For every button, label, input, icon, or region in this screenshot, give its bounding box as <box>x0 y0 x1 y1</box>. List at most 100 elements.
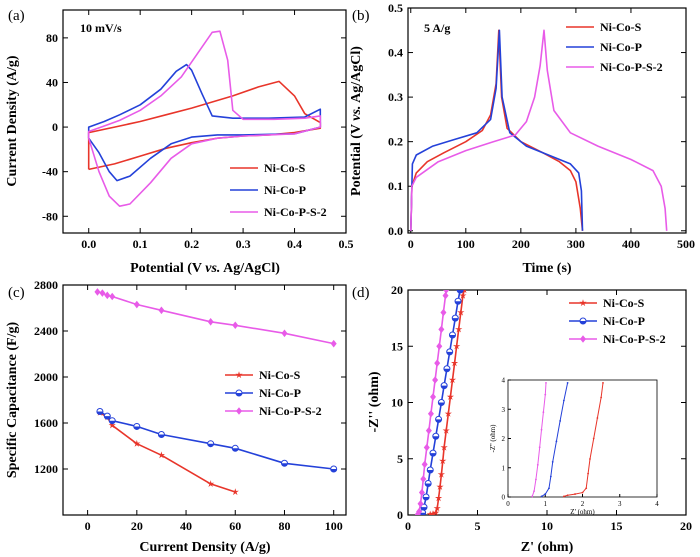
diamond-marker <box>421 460 428 469</box>
diamond-marker <box>438 325 445 334</box>
x-axis-label: Time (s) <box>522 261 571 276</box>
series-line <box>410 29 668 231</box>
x-tick-label: 0.3 <box>236 237 251 251</box>
diamond-marker <box>158 306 165 315</box>
y-tick-label: 40 <box>46 75 58 89</box>
series-line <box>410 29 584 231</box>
half-circle-fill <box>441 385 448 389</box>
star-marker <box>453 342 461 350</box>
series-line <box>87 63 322 182</box>
diamond-marker <box>436 342 443 351</box>
inset-y-tick-label: 1 <box>502 464 506 472</box>
diamond-marker <box>442 291 449 300</box>
inset-y-tick-label: 3 <box>502 406 506 414</box>
x-tick-label: 300 <box>567 237 585 251</box>
diamond-marker <box>443 290 450 294</box>
legend-item: Ni-Co-P-S-2 <box>566 60 663 74</box>
star-marker <box>435 494 443 502</box>
star-marker <box>108 421 116 429</box>
panel-annotation: 10 mV/s <box>80 21 122 35</box>
diamond-marker <box>236 407 242 415</box>
half-circle-fill <box>236 393 242 396</box>
plot-area <box>87 30 322 207</box>
half-circle-fill <box>438 402 445 406</box>
y-tick-label: -80 <box>42 209 58 223</box>
half-circle-fill <box>96 411 103 415</box>
x-tick-label: 0 <box>85 519 91 533</box>
diamond-marker <box>330 339 337 348</box>
inset-point <box>566 382 569 384</box>
half-circle-fill <box>133 426 140 430</box>
legend-label: Ni-Co-S <box>264 161 306 175</box>
star-marker <box>442 426 450 434</box>
y-tick-label: 20 <box>391 283 403 297</box>
inset-point <box>602 382 604 384</box>
half-circle-fill <box>457 290 464 293</box>
inset-point <box>536 463 539 466</box>
y-tick-label: 0 <box>397 508 403 522</box>
y-tick-label: 10 <box>391 396 403 410</box>
half-circle-fill <box>432 436 439 440</box>
x-tick-label: 0 <box>408 237 414 251</box>
inset-point <box>544 493 547 495</box>
legend-item: Ni-Co-S <box>230 161 306 175</box>
star-marker <box>451 359 459 367</box>
legend-label: Ni-Co-S <box>603 296 645 310</box>
half-circle-fill <box>330 469 337 473</box>
inset-x-tick-label: 4 <box>655 500 659 508</box>
half-circle-fill <box>449 335 456 338</box>
inset-y-tick-label: 2 <box>502 435 506 443</box>
diamond-marker <box>133 300 140 309</box>
diamond-marker <box>418 488 425 497</box>
legend-item: Ni-Co-P <box>225 386 301 400</box>
half-circle-fill <box>419 512 426 515</box>
inset-point <box>551 461 554 463</box>
x-tick-label: 15 <box>611 519 623 533</box>
series-line <box>430 290 466 515</box>
y-tick-label: 5 <box>397 452 403 466</box>
inset-point <box>542 411 545 414</box>
inset-point <box>535 478 537 481</box>
star-marker <box>207 480 215 487</box>
plot-area <box>94 288 338 496</box>
half-circle-fill <box>423 497 430 500</box>
half-circle-fill <box>281 463 288 467</box>
diamond-marker <box>281 329 288 338</box>
y-tick-label: -40 <box>42 165 58 179</box>
diamond-marker <box>94 288 101 296</box>
x-tick-label: 20 <box>131 519 143 533</box>
star-marker <box>436 483 444 490</box>
y-tick-label: 1200 <box>34 462 58 476</box>
inset-frame <box>507 379 658 498</box>
star-marker <box>235 371 243 379</box>
x-tick-label: 10 <box>541 519 553 533</box>
diamond-marker <box>109 292 116 301</box>
legend-item: Ni-Co-P-S-2 <box>230 205 327 219</box>
x-axis-label: Current Density (A/g) <box>139 540 271 555</box>
series-line <box>87 30 322 207</box>
inset-point <box>533 490 535 493</box>
diamond-marker <box>425 426 432 435</box>
plot-frame-a <box>62 9 347 234</box>
x-tick-label: 100 <box>325 519 343 533</box>
half-circle-fill <box>158 434 165 438</box>
series-line <box>99 410 334 470</box>
x-tick-label: 80 <box>278 519 290 533</box>
series-line <box>410 29 584 231</box>
legend-item: Ni-Co-S <box>569 296 645 310</box>
star-marker <box>231 488 239 496</box>
diamond-marker <box>580 335 586 343</box>
inset-point <box>581 491 584 494</box>
star-marker <box>433 504 441 512</box>
inset-x-label: Z' (ohm) <box>570 508 595 516</box>
star-marker <box>446 393 454 400</box>
x-tick-label: 0 <box>405 519 411 533</box>
inset-point <box>592 437 595 440</box>
panel-annotation: 5 A/g <box>424 21 450 35</box>
legend-label: Ni-Co-S <box>259 368 301 382</box>
y-tick-label: 0.4 <box>388 46 403 60</box>
half-circle-fill <box>232 448 239 452</box>
legend-item: Ni-Co-P-S-2 <box>569 332 666 346</box>
half-circle-fill <box>443 368 450 372</box>
inset-point <box>600 396 603 399</box>
